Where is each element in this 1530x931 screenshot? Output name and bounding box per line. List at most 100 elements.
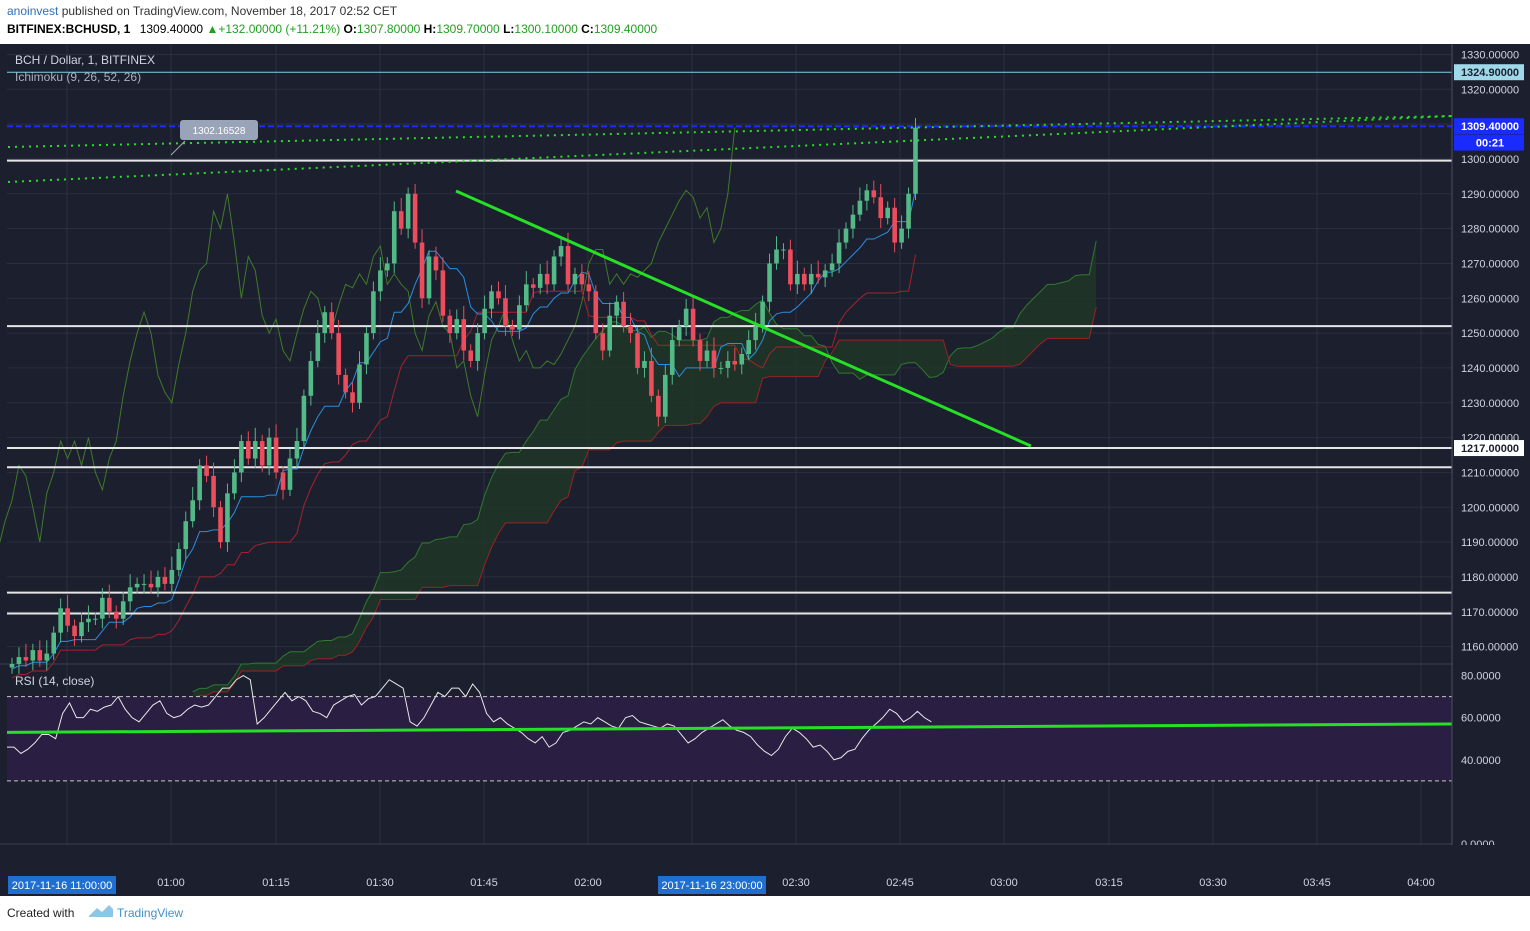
candle (732, 360, 738, 365)
chart-canvas[interactable]: 1302.16528 1330.000001320.000001310.0000… (0, 44, 1530, 896)
dotted-channel-lower[interactable] (7, 115, 1453, 183)
publish-text: published on TradingView.com, November 1… (58, 4, 398, 18)
candle (127, 587, 133, 602)
price-tick-label: 1320.00000 (1461, 84, 1519, 96)
candle (517, 305, 522, 330)
price-tick-label: 1160.00000 (1461, 642, 1518, 654)
candle (808, 273, 814, 285)
candle (829, 263, 835, 271)
candle (37, 650, 43, 661)
candle (440, 270, 446, 316)
time-badge: 2017-11-16 23:00:00 (661, 880, 762, 892)
countdown-badge-bg (1454, 134, 1524, 151)
candle (454, 319, 460, 334)
time-tick-label: 03:15 (1095, 877, 1123, 889)
ichimoku-label[interactable]: Ichimoku (9, 26, 52, 26) (15, 70, 141, 84)
open-value: 1307.80000 (356, 22, 421, 36)
candle (530, 284, 536, 288)
rsi-line (7, 674, 932, 761)
price-axis-bg (1452, 44, 1530, 896)
candle (669, 340, 675, 375)
price-tick-label: 1250.00000 (1461, 328, 1519, 340)
time-badge-bg (658, 876, 766, 894)
candle (572, 273, 578, 285)
candle (16, 657, 22, 664)
rsi-trend-line[interactable] (6, 722, 1453, 734)
author-link[interactable]: anoinvest (7, 4, 59, 18)
candle (211, 475, 216, 508)
callout-box[interactable] (180, 120, 258, 140)
candle (447, 315, 453, 334)
candle (628, 326, 633, 334)
candle (489, 291, 494, 309)
candle (795, 273, 800, 285)
callout-text: 1302.16528 (193, 126, 246, 137)
dotted-channel-upper[interactable] (7, 115, 1453, 148)
drawings[interactable]: 1302.16528 (7, 115, 1453, 448)
conversion-line (11, 190, 916, 670)
last-price-badge-bg (1454, 118, 1524, 135)
candle (176, 549, 182, 570)
price-tick-label: 1270.00000 (1461, 258, 1519, 270)
time-tick-label: 02:00 (574, 877, 602, 889)
candle (58, 608, 63, 633)
price-tick-label: 1170.00000 (1461, 607, 1518, 619)
candle (148, 583, 154, 588)
candle (579, 273, 585, 285)
chart-header: anoinvest published on TradingView.com, … (0, 0, 1530, 44)
candle (649, 360, 654, 396)
time-badge-bg (8, 876, 116, 894)
main-pane-title: BCH / Dollar, 1, BITFINEX (15, 53, 155, 67)
candle (468, 350, 473, 361)
price-tick-label: 1280.00000 (1461, 224, 1519, 236)
candle (65, 608, 70, 626)
price-tick-label: 1200.00000 (1461, 502, 1519, 514)
tradingview-brand-link[interactable]: TradingView (117, 906, 184, 920)
cloud-fill (192, 240, 1097, 699)
price-tick-label: 1210.00000 (1461, 467, 1519, 479)
candle (23, 657, 29, 661)
trend-line-descending[interactable] (455, 189, 1032, 448)
candle (30, 650, 36, 661)
candle (371, 291, 376, 334)
candle (718, 367, 724, 369)
time-tick-label: 02:45 (886, 877, 914, 889)
candle (774, 249, 779, 264)
candle (44, 653, 50, 661)
time-tick-label: 03:00 (990, 877, 1018, 889)
rsi-band (7, 696, 1452, 781)
candle (273, 437, 279, 473)
candle (287, 458, 293, 490)
candle (600, 333, 606, 351)
candle (558, 246, 564, 257)
rsi-pane-title[interactable]: RSI (14, close) (15, 674, 94, 688)
candle (134, 583, 140, 588)
up-arrow-icon: ▲ (206, 22, 219, 36)
candle (113, 611, 119, 619)
rsi-tick-label: 60.0000 (1461, 713, 1501, 725)
level-badge-1324-bg (1454, 64, 1524, 81)
price-tick-label: 1330.00000 (1461, 49, 1519, 61)
candles (9, 117, 918, 674)
candle (676, 326, 682, 341)
candle (162, 576, 168, 584)
candle (336, 333, 341, 375)
symbol-label[interactable]: BITFINEX:BCHUSD, 1 (7, 22, 131, 36)
candle (120, 601, 126, 619)
candle (802, 273, 807, 285)
candle (739, 354, 745, 365)
candle (79, 622, 84, 637)
candle (385, 263, 390, 271)
axes: 1330.000001320.000001310.000001300.00000… (0, 44, 1530, 896)
candle (496, 291, 501, 299)
high-label: H: (423, 22, 437, 36)
close-label: C: (581, 22, 594, 36)
candle (892, 207, 897, 243)
candle (9, 664, 15, 668)
candle (822, 270, 828, 278)
candle (815, 273, 821, 278)
price-tick-label: 1230.00000 (1461, 398, 1519, 410)
candle (294, 441, 300, 459)
time-tick-label: 03:45 (1303, 877, 1331, 889)
candle (607, 315, 612, 351)
